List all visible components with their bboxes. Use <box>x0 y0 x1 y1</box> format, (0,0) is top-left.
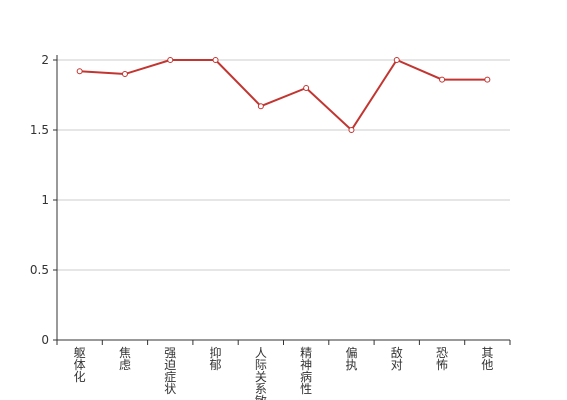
point <box>257 103 264 110</box>
point <box>439 76 446 83</box>
x-tick-label: 焦虑 <box>119 346 131 372</box>
x-tick-label: 偏执 <box>345 345 357 372</box>
x-tick-label: 精神病性 <box>300 346 312 396</box>
point <box>303 85 310 91</box>
line <box>79 58 488 132</box>
x-tick-label: 强迫症状 <box>164 346 176 396</box>
point <box>121 71 128 77</box>
x-tick-label: 躯体化 <box>74 345 86 384</box>
point <box>167 57 174 63</box>
y-tick-label: 1.5 <box>30 123 49 137</box>
y-tick-label: 1 <box>41 193 49 207</box>
point <box>76 68 83 75</box>
x-tick-label: 抑郁 <box>210 345 222 372</box>
y-tick-label: 2 <box>41 53 49 67</box>
point <box>212 57 219 63</box>
point <box>348 127 355 133</box>
x-tick-label: 恐怖 <box>436 346 448 372</box>
x-tick-label: 其他 <box>481 346 493 372</box>
x-tick-label: 人际关系敏感 <box>255 346 267 400</box>
point <box>484 76 491 83</box>
y-tick-label: 0 <box>41 333 49 347</box>
point <box>393 57 400 63</box>
x-tick-label: 敌对 <box>391 345 403 372</box>
y-tick-label: 0.5 <box>30 263 49 277</box>
